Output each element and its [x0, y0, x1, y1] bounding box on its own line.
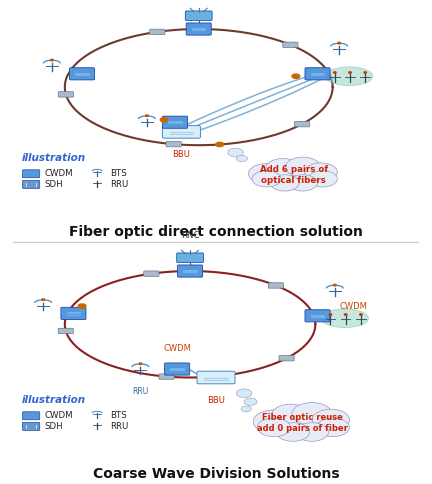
Text: illustration: illustration — [22, 153, 86, 163]
Text: BBU: BBU — [207, 396, 225, 405]
FancyBboxPatch shape — [70, 68, 95, 80]
Text: CWDM: CWDM — [163, 344, 191, 353]
Circle shape — [312, 409, 349, 430]
Circle shape — [51, 59, 53, 61]
FancyBboxPatch shape — [150, 29, 165, 34]
Circle shape — [288, 175, 318, 191]
Text: BBU: BBU — [172, 150, 191, 159]
FancyBboxPatch shape — [197, 371, 235, 384]
Circle shape — [285, 157, 321, 177]
Text: CWDM: CWDM — [44, 411, 73, 420]
Circle shape — [316, 418, 349, 437]
Text: Coarse Wave Division Solutions: Coarse Wave Division Solutions — [93, 468, 339, 481]
FancyBboxPatch shape — [279, 356, 294, 361]
FancyBboxPatch shape — [283, 42, 298, 47]
Text: SDH: SDH — [44, 422, 63, 431]
FancyBboxPatch shape — [61, 307, 86, 319]
Circle shape — [292, 74, 300, 78]
Circle shape — [344, 314, 347, 315]
Text: Add 6 pairs of
optical fibers: Add 6 pairs of optical fibers — [260, 165, 328, 185]
FancyBboxPatch shape — [177, 253, 203, 262]
FancyBboxPatch shape — [162, 125, 200, 138]
FancyBboxPatch shape — [22, 412, 40, 420]
FancyBboxPatch shape — [22, 170, 40, 178]
Circle shape — [270, 175, 299, 191]
Text: RRU: RRU — [110, 422, 129, 431]
FancyBboxPatch shape — [58, 91, 73, 97]
Text: SDH: SDH — [44, 180, 63, 189]
FancyBboxPatch shape — [268, 283, 283, 288]
Text: CWDM: CWDM — [339, 302, 367, 311]
Circle shape — [349, 72, 351, 73]
Circle shape — [241, 406, 251, 412]
FancyBboxPatch shape — [162, 116, 187, 128]
Circle shape — [257, 418, 290, 437]
Text: illustration: illustration — [22, 395, 86, 405]
Circle shape — [305, 163, 337, 181]
Text: RRU: RRU — [110, 180, 129, 189]
Circle shape — [236, 389, 252, 398]
Circle shape — [78, 304, 86, 308]
FancyBboxPatch shape — [294, 121, 309, 127]
Circle shape — [292, 403, 332, 425]
Circle shape — [308, 171, 337, 187]
Circle shape — [252, 171, 281, 187]
Circle shape — [146, 115, 148, 117]
FancyBboxPatch shape — [165, 363, 190, 375]
Circle shape — [160, 118, 168, 122]
Text: BTS: BTS — [110, 169, 127, 178]
Text: CWDM: CWDM — [44, 169, 73, 178]
FancyBboxPatch shape — [305, 310, 330, 322]
Circle shape — [253, 410, 295, 433]
FancyBboxPatch shape — [186, 23, 211, 35]
Circle shape — [276, 423, 309, 441]
Circle shape — [329, 314, 332, 315]
FancyBboxPatch shape — [159, 374, 174, 379]
Circle shape — [139, 363, 142, 364]
Circle shape — [216, 142, 223, 147]
Circle shape — [266, 159, 300, 178]
Circle shape — [236, 155, 248, 162]
Circle shape — [334, 72, 336, 73]
Circle shape — [360, 314, 362, 315]
FancyBboxPatch shape — [178, 265, 203, 277]
Ellipse shape — [321, 309, 368, 328]
FancyBboxPatch shape — [58, 328, 73, 333]
FancyBboxPatch shape — [305, 68, 330, 80]
Text: RNC: RNC — [181, 230, 199, 240]
Circle shape — [272, 404, 310, 426]
Circle shape — [295, 423, 328, 441]
Text: Fiber optic direct connection solution: Fiber optic direct connection solution — [69, 226, 363, 239]
Circle shape — [248, 164, 285, 184]
Ellipse shape — [325, 67, 373, 86]
Text: Fiber optic reuse
add 0 pairs of fiber: Fiber optic reuse add 0 pairs of fiber — [257, 413, 348, 433]
Text: RRU: RRU — [132, 387, 149, 396]
Circle shape — [244, 398, 257, 406]
FancyBboxPatch shape — [166, 141, 181, 147]
FancyBboxPatch shape — [185, 11, 212, 20]
Circle shape — [338, 42, 340, 44]
FancyBboxPatch shape — [22, 181, 40, 188]
Text: BTS: BTS — [110, 411, 127, 420]
Circle shape — [334, 284, 336, 286]
Circle shape — [364, 72, 366, 73]
Circle shape — [42, 299, 44, 301]
FancyBboxPatch shape — [144, 271, 159, 276]
Circle shape — [228, 148, 243, 157]
FancyBboxPatch shape — [22, 423, 40, 430]
